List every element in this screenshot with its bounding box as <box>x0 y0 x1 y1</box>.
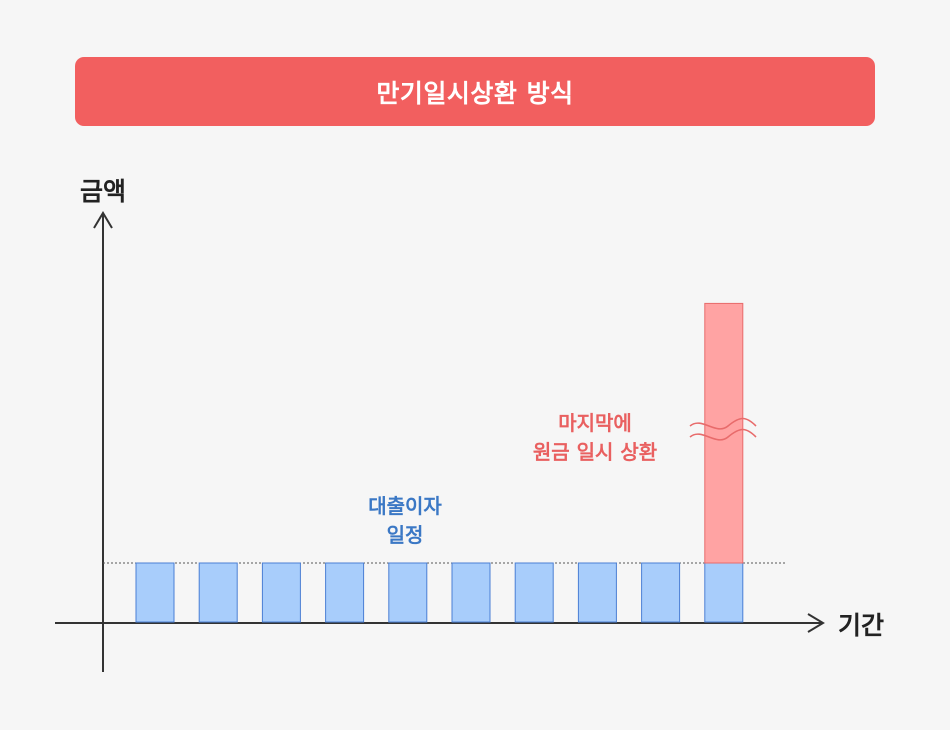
principal-bar-10 <box>704 302 744 564</box>
interest-bar-1 <box>135 562 175 623</box>
bar-group <box>135 302 744 623</box>
principal-annotation: 마지막에 원금 일시 상환 <box>515 409 675 467</box>
principal-annotation-line2: 원금 일시 상환 <box>532 440 658 464</box>
principal-annotation-line1: 마지막에 <box>558 411 632 435</box>
interest-bar-6 <box>451 562 491 623</box>
interest-annotation: 대출이자 일정 <box>340 492 470 550</box>
interest-annotation-line1: 대출이자 <box>368 494 442 518</box>
interest-bar-3 <box>261 562 301 623</box>
interest-bar-8 <box>577 562 617 623</box>
interest-annotation-line2: 일정 <box>386 523 424 547</box>
page-title: 만기일시상환 방식 <box>376 78 574 108</box>
interest-bar-10 <box>704 562 744 623</box>
title-banner: 만기일시상환 방식 <box>75 57 875 126</box>
x-axis-arrowhead <box>807 613 825 633</box>
interest-bar-2 <box>198 562 238 623</box>
interest-bar-4 <box>325 562 365 623</box>
y-axis-arrowhead <box>93 211 113 229</box>
interest-bar-5 <box>388 562 428 623</box>
y-axis-label: 금액 <box>80 177 127 206</box>
axis-break-icon <box>689 417 757 441</box>
x-axis-label: 기간 <box>838 611 885 640</box>
interest-bar-9 <box>641 562 681 623</box>
interest-bar-7 <box>514 562 554 623</box>
